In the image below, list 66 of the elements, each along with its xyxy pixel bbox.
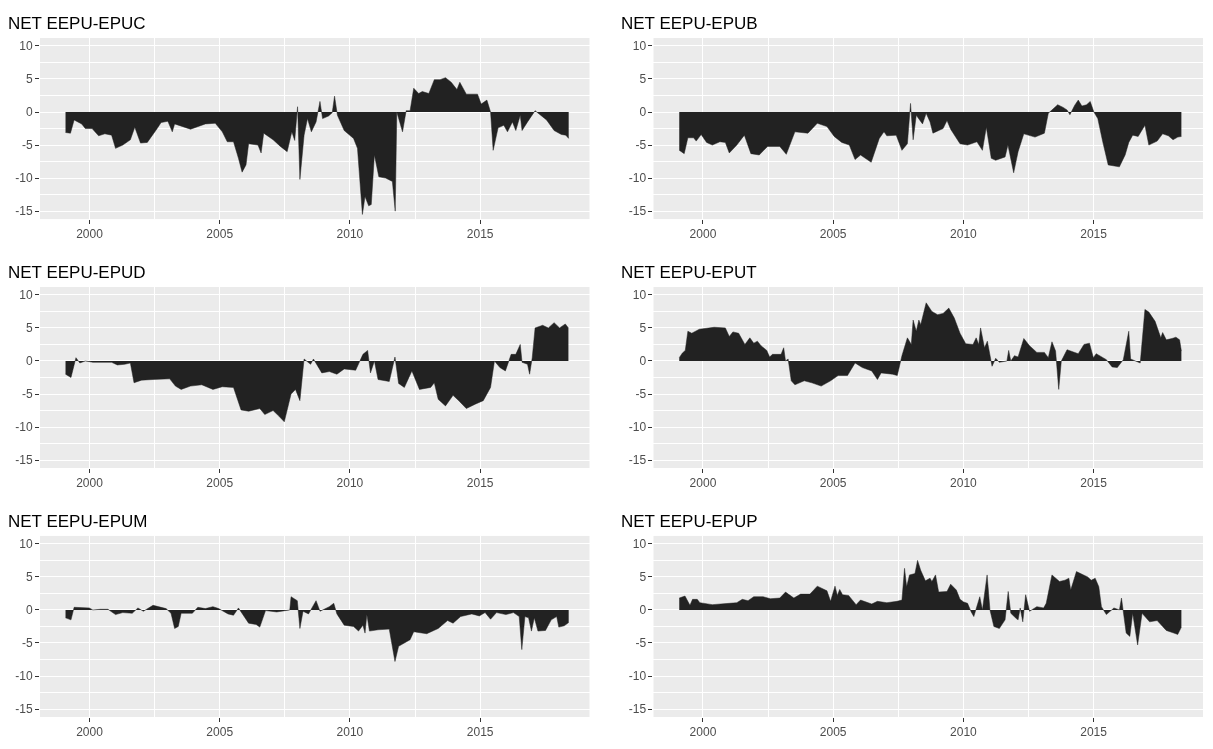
y-tick-label: -15 — [15, 702, 33, 717]
y-tick-label: 10 — [19, 288, 33, 303]
y-tick-label: 0 — [639, 105, 647, 120]
x-tick-label: 2015 — [466, 725, 494, 740]
x-tick-label: 2010 — [336, 227, 364, 242]
x-tick-label: 2000 — [689, 476, 717, 491]
y-tick-label: -15 — [628, 204, 647, 219]
chart-title: NET EEPU-EPUC — [8, 14, 146, 33]
x-tick-label: 2000 — [76, 227, 104, 242]
x-tick-label: 2005 — [819, 227, 847, 242]
y-tick-label: -10 — [15, 669, 33, 684]
x-tick-label: 2010 — [336, 725, 364, 740]
y-tick-label: -10 — [628, 669, 647, 684]
y-tick-label: -10 — [628, 420, 647, 435]
x-tick-label: 2000 — [689, 725, 717, 740]
chart-title: NET EEPU-EPUB — [621, 14, 758, 33]
y-tick-label: -5 — [21, 636, 33, 651]
y-tick-label: -10 — [15, 171, 33, 186]
y-tick-label: 10 — [632, 39, 647, 54]
y-tick-label: -5 — [635, 387, 647, 402]
y-tick-label: 5 — [25, 570, 33, 585]
y-tick-label: 5 — [25, 72, 33, 87]
y-tick-label: 10 — [632, 537, 647, 552]
y-tick-label: 5 — [25, 321, 33, 336]
y-tick-label: 5 — [639, 570, 647, 585]
y-tick-label: 0 — [639, 354, 647, 369]
chart-title: NET EEPU-EPUD — [8, 263, 146, 282]
chart-title: NET EEPU-EPUT — [621, 263, 757, 282]
x-tick-label: 2015 — [466, 476, 494, 491]
x-tick-label: 2010 — [336, 476, 364, 491]
y-tick-label: 10 — [632, 288, 647, 303]
x-tick-label: 2000 — [76, 725, 104, 740]
y-tick-label: 5 — [639, 72, 647, 87]
x-tick-label: 2005 — [206, 725, 234, 740]
x-tick-label: 2015 — [1080, 476, 1108, 491]
y-tick-label: -5 — [635, 636, 647, 651]
y-tick-label: -5 — [21, 138, 33, 153]
y-tick-label: -15 — [15, 204, 33, 219]
y-tick-label: -10 — [628, 171, 647, 186]
x-tick-label: 2015 — [1080, 725, 1108, 740]
y-tick-label: -5 — [635, 138, 647, 153]
x-tick-label: 2000 — [76, 476, 104, 491]
y-tick-label: 0 — [25, 105, 33, 120]
x-tick-label: 2005 — [206, 476, 234, 491]
x-tick-label: 2005 — [206, 227, 234, 242]
y-tick-label: -15 — [628, 702, 647, 717]
x-tick-label: 2010 — [950, 476, 978, 491]
x-tick-label: 2015 — [1080, 227, 1108, 242]
y-tick-label: 5 — [639, 321, 647, 336]
chart-title: NET EEPU-EPUP — [621, 512, 758, 531]
y-tick-label: -15 — [15, 453, 33, 468]
x-tick-label: 2015 — [466, 227, 494, 242]
x-tick-label: 2000 — [689, 227, 717, 242]
y-tick-label: 10 — [19, 537, 33, 552]
y-tick-label: 0 — [25, 354, 33, 369]
x-tick-label: 2005 — [819, 725, 847, 740]
x-tick-label: 2010 — [950, 227, 978, 242]
y-tick-label: -10 — [15, 420, 33, 435]
y-tick-label: 0 — [25, 603, 33, 618]
y-tick-label: 0 — [639, 603, 647, 618]
chart-title: NET EEPU-EPUM — [8, 512, 148, 531]
y-tick-label: 10 — [19, 39, 33, 54]
y-tick-label: -5 — [21, 387, 33, 402]
x-tick-label: 2005 — [819, 476, 847, 491]
y-tick-label: -15 — [628, 453, 647, 468]
x-tick-label: 2010 — [950, 725, 978, 740]
